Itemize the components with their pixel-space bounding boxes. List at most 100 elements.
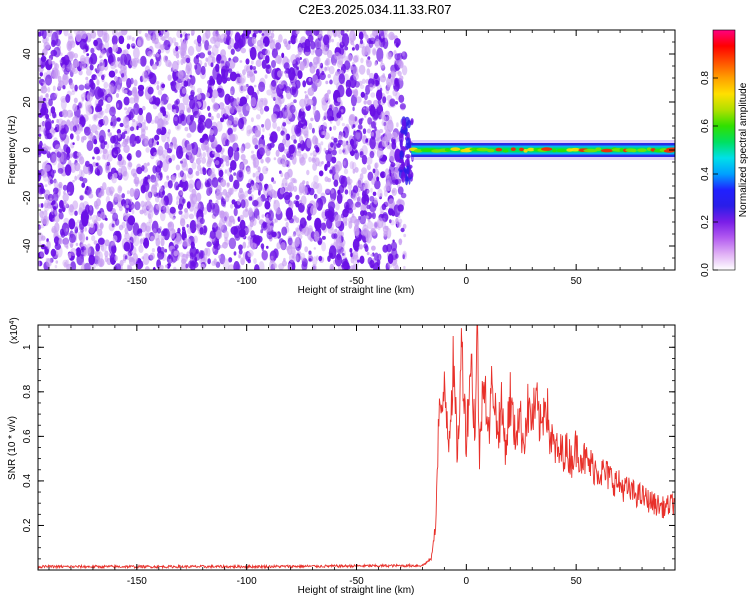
heatmap-cell	[114, 75, 118, 82]
heatmap-cell	[217, 88, 225, 98]
heatmap-cell	[308, 250, 312, 255]
heatmap-cell	[373, 197, 378, 205]
heatmap-cell	[411, 172, 414, 178]
heatmap-cell	[102, 148, 109, 161]
heatmap-cell	[308, 258, 312, 262]
heatmap-cell	[151, 184, 158, 195]
heatmap-cell	[181, 41, 186, 46]
snr-frame	[37, 324, 676, 571]
heatmap-cell	[86, 140, 94, 152]
heatmap-cell	[79, 114, 84, 122]
heatmap-cell	[327, 201, 336, 211]
heatmap-cell	[198, 152, 203, 159]
heatmap-cell	[238, 244, 243, 251]
heatmap-cell	[51, 200, 56, 205]
heatmap-cell	[359, 39, 364, 45]
heatmap-cell	[55, 260, 59, 264]
heatmap-cell	[189, 246, 197, 258]
heatmap-cell	[403, 233, 407, 238]
heatmap-cell	[93, 146, 100, 155]
heatmap-cell	[45, 113, 50, 120]
heatmap-cell	[39, 71, 43, 77]
heatmap-cell	[295, 57, 301, 65]
heatmap-cell	[123, 96, 130, 106]
heatmap-cell	[367, 257, 373, 265]
heatmap-cell	[311, 157, 317, 164]
heatmap-cell	[189, 98, 196, 110]
heatmap-cell	[556, 148, 568, 153]
heatmap-cell	[126, 35, 131, 41]
heatmap-cell	[397, 186, 404, 195]
heatmap-cell	[66, 109, 74, 118]
heatmap-cell	[76, 151, 82, 157]
heatmap-cell	[116, 117, 121, 122]
heatmap-cell	[233, 179, 240, 190]
heatmap-cell	[233, 172, 237, 176]
heatmap-cell	[300, 195, 307, 206]
heatmap-cell	[187, 45, 195, 56]
figure-title: C2E3.2025.034.11.33.R07	[298, 2, 452, 17]
heatmap-cell	[397, 221, 402, 228]
heatmap-cell	[406, 165, 410, 175]
heatmap-cell	[251, 127, 255, 135]
heatmap-cell	[41, 235, 46, 241]
heatmap-cell	[299, 154, 305, 164]
heatmap-cell	[52, 169, 57, 174]
heatmap-cell	[229, 106, 238, 116]
heatmap-cell	[174, 42, 179, 47]
heatmap-cell	[357, 177, 364, 188]
heatmap-cell	[401, 118, 407, 131]
heatmap-cell	[370, 121, 376, 129]
heatmap-cell	[278, 142, 285, 153]
heatmap-cell	[382, 212, 389, 223]
heatmap-cell	[369, 150, 375, 159]
heatmap-cell	[376, 176, 380, 182]
heatmap-cell	[88, 223, 96, 234]
heatmap-cell	[155, 159, 160, 166]
heatmap-cell	[666, 147, 675, 152]
heatmap-cell	[361, 167, 367, 175]
heatmap-cell	[199, 227, 204, 235]
heatmap-cell	[365, 84, 371, 95]
heatmap-cell	[94, 76, 98, 81]
heatmap-cell	[179, 170, 184, 178]
heatmap-cell	[54, 264, 58, 269]
heatmap-cell	[239, 96, 248, 105]
heatmap-cell	[193, 56, 200, 65]
heatmap-cell	[45, 257, 49, 263]
heatmap-cell	[266, 157, 270, 164]
heatmap-cell	[281, 161, 288, 168]
heatmap-cell	[126, 43, 131, 50]
heatmap-cell	[45, 74, 52, 86]
heatmap-cell	[302, 80, 307, 88]
heatmap-cell	[249, 73, 256, 83]
heatmap-cell	[310, 152, 313, 156]
heatmap-cell	[400, 227, 405, 233]
heatmap-cell	[363, 92, 368, 101]
heatmap-cell	[243, 116, 247, 121]
heatmap-cell	[89, 132, 93, 137]
heatmap-cell	[288, 83, 292, 87]
heatmap-cell	[206, 187, 212, 196]
heatmap-cell	[38, 241, 42, 248]
heatmap-cell	[88, 56, 94, 65]
heatmap-cell	[100, 95, 104, 102]
heatmap-cell	[78, 30, 84, 36]
heatmap-cell	[147, 162, 150, 166]
heatmap-cell	[333, 233, 338, 239]
heatmap-cell	[383, 190, 388, 197]
heatmap-cell	[282, 84, 287, 89]
heatmap-cell	[159, 186, 164, 192]
heatmap-cell	[372, 48, 376, 55]
heatmap-cell	[337, 84, 345, 98]
heatmap-cell	[244, 142, 251, 149]
heatmap-cell	[369, 202, 377, 213]
heatmap-cell	[141, 256, 145, 260]
heatmap-cell	[175, 164, 181, 171]
heatmap-cell	[123, 68, 127, 76]
heatmap-cell	[250, 60, 254, 65]
heatmap-cell	[342, 142, 350, 155]
heatmap-cell	[337, 53, 344, 66]
heatmap-cell	[52, 85, 56, 92]
heatmap-cell	[352, 250, 359, 260]
